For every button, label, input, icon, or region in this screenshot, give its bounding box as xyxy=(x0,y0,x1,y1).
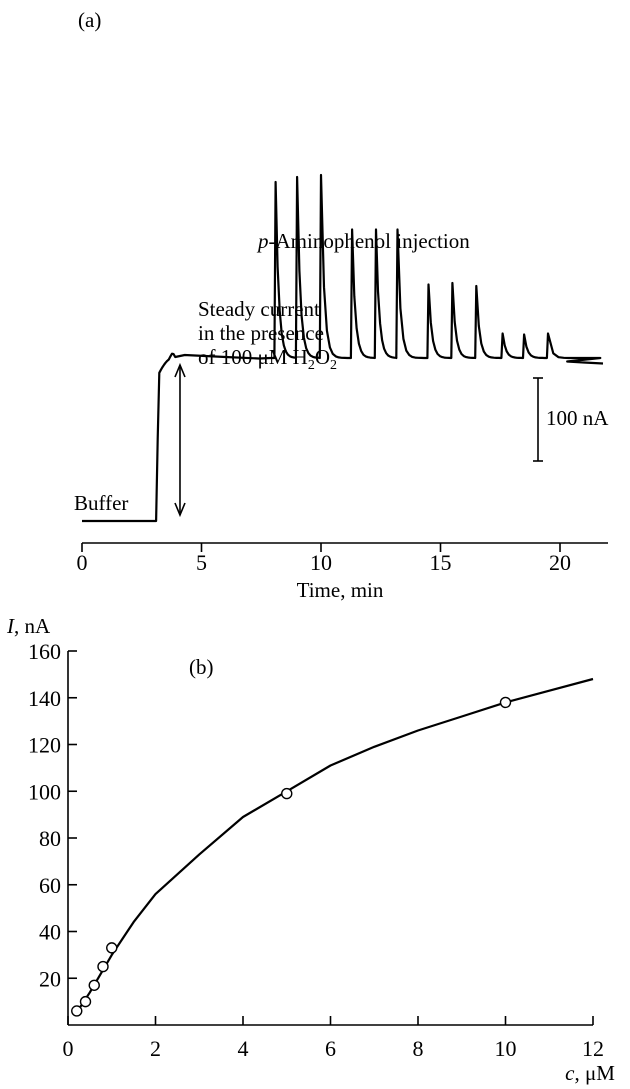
panel-a-x-tick-label: 10 xyxy=(310,550,332,575)
data-point xyxy=(97,960,109,973)
panel-b-x-axis-label: c, μM xyxy=(565,1061,615,1085)
data-point xyxy=(79,995,92,1008)
steady-current-arrow xyxy=(174,362,186,518)
panel-b-x-tick-label: 8 xyxy=(413,1036,424,1061)
panel-a-x-tick-label: 15 xyxy=(430,550,452,575)
steady-current-label-line-2: in the presence xyxy=(198,321,324,345)
buffer-label: Buffer xyxy=(74,491,128,515)
panel-b-y-tick-label: 160 xyxy=(28,639,61,664)
panel-b-x-tick-label: 12 xyxy=(582,1036,604,1061)
panel-b-y-tick-label: 20 xyxy=(39,966,61,991)
panel-a-label: (a) xyxy=(78,8,101,32)
panel-b-label: (b) xyxy=(189,655,214,679)
data-point xyxy=(71,1005,83,1017)
arrow-head-up xyxy=(174,362,186,378)
steady-current-label-line-3: of 100 μM H2O2 xyxy=(198,345,337,373)
panel-a-x-axis-label: Time, min xyxy=(297,578,384,602)
panel-a-x-tick-label: 0 xyxy=(77,550,88,575)
steady-current-label-line-1: Steady current xyxy=(198,297,320,321)
panel-b-y-tick-label: 80 xyxy=(39,826,61,851)
calibration-points xyxy=(71,696,512,1017)
amperometric-trace xyxy=(82,173,604,523)
panel-b-axes xyxy=(67,651,593,1026)
panel-b-y-tick-label: 120 xyxy=(28,733,61,758)
panel-b-y-axis-label: I, nA xyxy=(6,614,51,638)
panel-b-x-tick-label: 0 xyxy=(63,1036,74,1061)
panel-a: (a) 0 5 10 15 20 Time, min Buffer Steady cur… xyxy=(74,8,609,602)
panel-a-x-tick-label: 20 xyxy=(549,550,571,575)
panel-b-y-tick-label: 40 xyxy=(39,920,61,945)
data-point xyxy=(88,979,100,991)
panel-b-y-tick-label: 100 xyxy=(28,779,61,804)
panel-b-y-tick-label: 140 xyxy=(28,686,61,711)
calibration-fit-curve xyxy=(73,677,594,1017)
panel-b-x-tick-label: 10 xyxy=(495,1036,517,1061)
injection-label: p-Aminophenol injection xyxy=(256,229,470,253)
data-point xyxy=(281,787,293,800)
arrow-head-down xyxy=(174,502,186,518)
panel-a-x-ticks: 0 5 10 15 20 xyxy=(77,543,571,575)
panel-b-x-tick-label: 2 xyxy=(150,1036,161,1061)
data-point xyxy=(106,942,118,954)
panel-b-y-tick-label: 60 xyxy=(39,873,61,898)
scale-bar-label: 100 nA xyxy=(546,406,609,430)
panel-b-x-tick-label: 4 xyxy=(238,1036,249,1061)
panel-b-x-ticks: 0 2 4 6 8 10 12 xyxy=(63,1016,604,1061)
panel-a-x-tick-label: 5 xyxy=(196,550,207,575)
data-point xyxy=(499,696,512,709)
panel-b-y-ticks: 20 40 60 80 100 120 140 160 xyxy=(28,639,77,991)
panel-b-x-tick-label: 6 xyxy=(325,1036,336,1061)
panel-b: (b) I, nA c, μM 20 40 60 80 100 120 140 160 0 2 4… xyxy=(6,614,615,1085)
scale-bar xyxy=(533,377,543,462)
